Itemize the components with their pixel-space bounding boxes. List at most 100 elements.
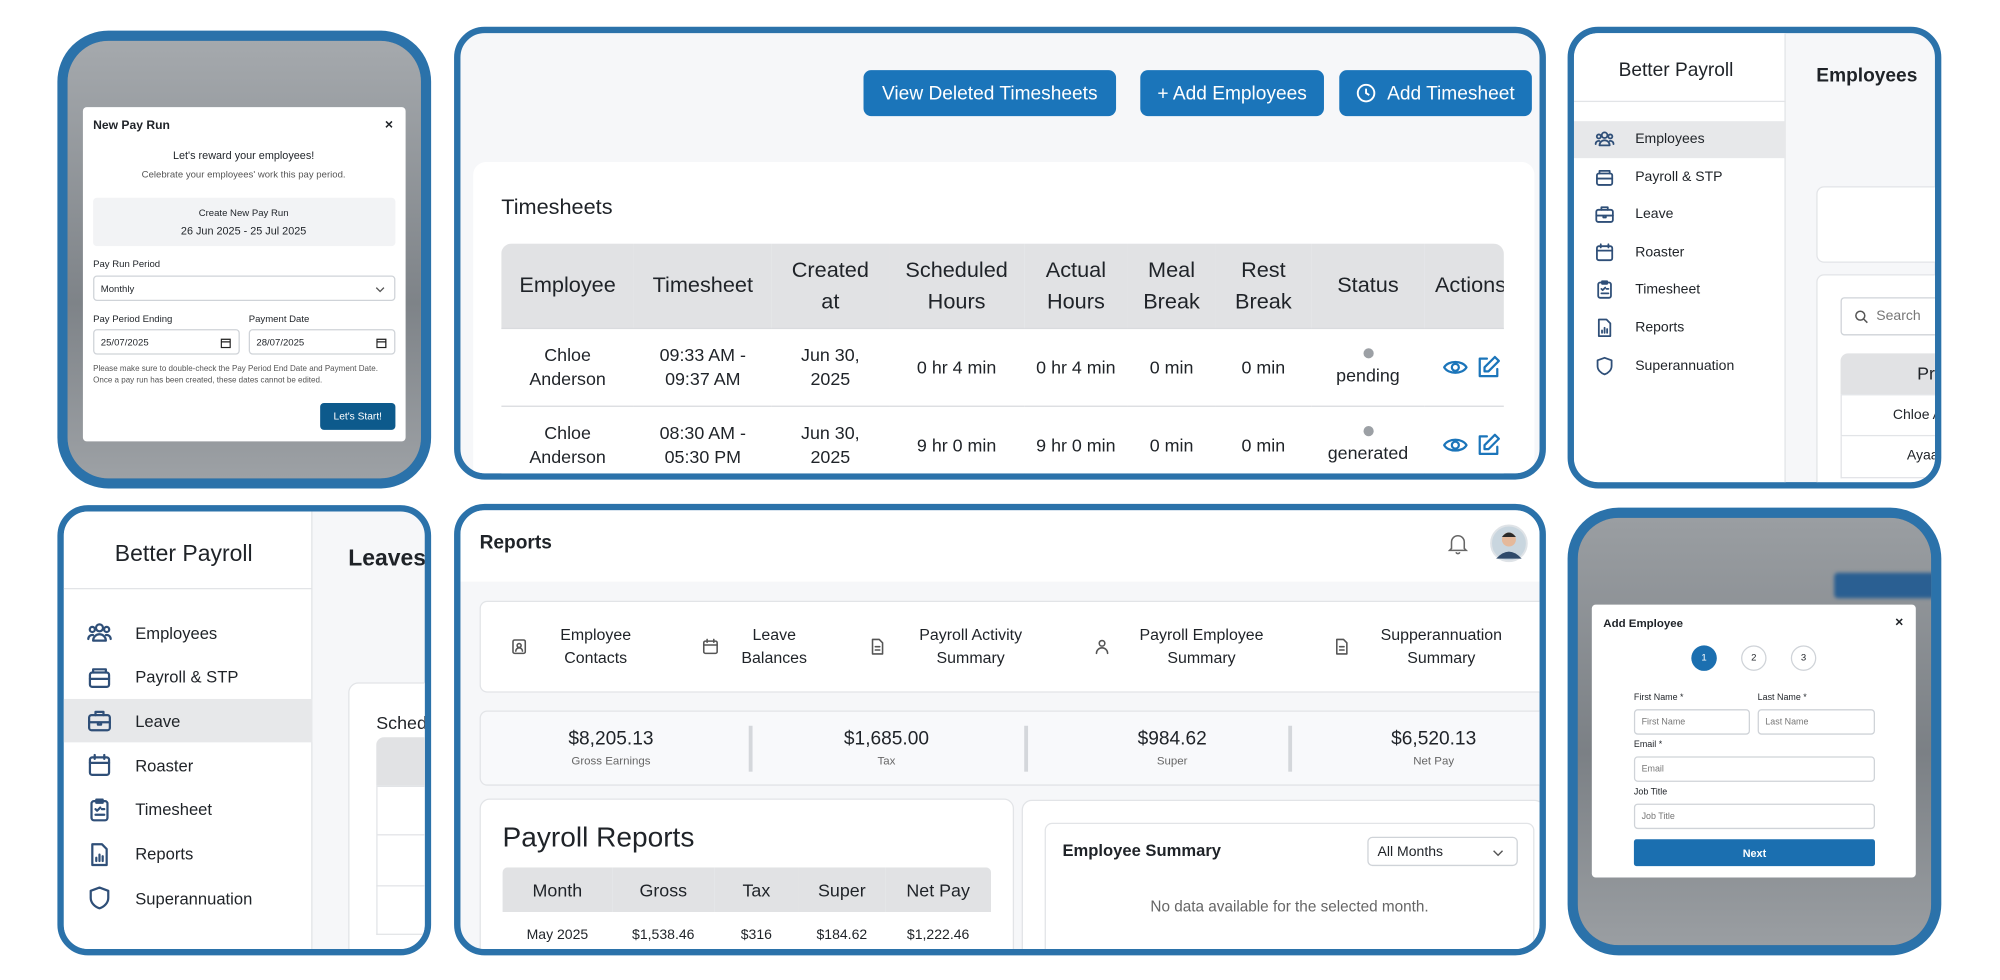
column-header: Month	[502, 867, 613, 912]
timesheets-table: Employee Timesheet Created at Scheduled Hou…	[501, 243, 1504, 474]
nav-item[interactable]: Payroll & STP	[87, 655, 239, 698]
column-header: Timesheet	[633, 243, 772, 329]
edit-icon[interactable]	[1476, 433, 1502, 459]
text-input[interactable]: Last Name	[1757, 709, 1875, 735]
text-input[interactable]: First Name	[1633, 709, 1750, 735]
stat-separator	[748, 725, 753, 772]
action-button[interactable]: Add Timesheet	[1339, 70, 1532, 117]
stat-value: $6,520.13	[1391, 727, 1477, 750]
nav-label: Leave	[1635, 206, 1674, 223]
brand: Better Payroll	[1618, 59, 1734, 82]
column-header: Gross	[612, 867, 715, 912]
employees-panel: Better Payroll Employees Search Pr Chloe…	[1567, 26, 1942, 489]
note: Please make sure to double-check the Pay…	[93, 364, 378, 385]
nav-item[interactable]: Employees	[87, 611, 217, 654]
payroll-table: Month Gross Tax Super Net Pay May 2025 $1,538.…	[502, 867, 992, 949]
edit-icon[interactable]	[1476, 355, 1502, 381]
nav-icon	[1597, 280, 1612, 300]
search-placeholder: Search	[1876, 308, 1921, 324]
header-row: Employee Timesheet Created at Scheduled Hou…	[501, 243, 1504, 329]
table-row	[376, 785, 425, 836]
clock-icon	[1357, 83, 1376, 103]
cell: $1,222.46	[906, 927, 970, 943]
search-input[interactable]: Search	[1840, 297, 1935, 336]
view-icon[interactable]	[1443, 355, 1469, 381]
stat-value: $8,205.13	[568, 727, 654, 750]
nav-item[interactable]: Superannuation	[87, 877, 253, 920]
nav-item[interactable]: Employees	[1594, 121, 1705, 158]
bell-icon[interactable]	[1447, 532, 1469, 555]
page-title: Reports	[479, 531, 552, 554]
table-row: May 2025 $1,538.46 $316 $184.62 $1,222.46	[503, 912, 992, 949]
cell: 09:33 AM - 09:37 AM	[633, 327, 772, 407]
date-input[interactable]: 25/07/2025	[93, 329, 240, 355]
cell: 0 min	[1215, 327, 1312, 407]
card	[348, 682, 425, 949]
nav-item[interactable]: Timesheet	[87, 788, 212, 831]
close-button[interactable]: ×	[384, 117, 394, 133]
date-input[interactable]: 28/07/2025	[248, 329, 396, 355]
sidebar	[1573, 33, 1786, 483]
close-button[interactable]: ×	[1895, 614, 1904, 631]
period-select[interactable]: Monthly	[93, 275, 396, 302]
report-tab[interactable]: Employee Contacts	[560, 626, 632, 668]
report-tab[interactable]: Supperannuation Summary	[1380, 626, 1503, 668]
field-label: Payment Date	[248, 313, 310, 325]
month-filter[interactable]: All Months	[1367, 836, 1518, 867]
nav-icon	[87, 623, 112, 642]
nav-item[interactable]: Payroll & STP	[1594, 158, 1723, 195]
nav-label: Employees	[135, 623, 218, 643]
avatar[interactable]	[1490, 524, 1528, 563]
nav-item[interactable]: Roaster	[87, 744, 194, 787]
table-row	[1840, 436, 1935, 479]
table-row	[376, 835, 425, 887]
column-header: Net Pay	[885, 867, 992, 912]
action-button[interactable]: View Deleted Timesheets	[863, 70, 1117, 117]
start-button[interactable]: Let's Start!	[320, 403, 396, 430]
cell: Ayaa	[1906, 448, 1939, 464]
nav-icon	[1596, 243, 1614, 261]
view-icon[interactable]	[1443, 433, 1469, 459]
column-header: Meal Break	[1127, 243, 1216, 329]
nav-item[interactable]: Leave	[87, 699, 180, 742]
stat-label: Tax	[877, 754, 896, 768]
table-clip: Employee Timesheet Created at Scheduled Hou…	[501, 243, 1504, 474]
text-input[interactable]: Job Title	[1633, 803, 1875, 830]
divider	[1573, 100, 1786, 103]
nav-label: Roaster	[135, 755, 194, 775]
cell: $316	[740, 927, 772, 943]
divider	[63, 588, 313, 590]
chevron-icon	[1493, 850, 1504, 857]
cell: $184.62	[816, 927, 868, 943]
nav-item[interactable]: Roaster	[1594, 234, 1684, 271]
cell: Chloe A	[1892, 407, 1942, 423]
cell: pending	[1311, 327, 1425, 407]
nav-label: Superannuation	[1635, 357, 1735, 374]
nav-item[interactable]: Reports	[1594, 309, 1684, 346]
report-tab[interactable]: Leave Balances	[741, 626, 808, 668]
nav-item[interactable]: Leave	[1594, 196, 1673, 233]
report-tab[interactable]: Payroll Activity Summary	[919, 626, 1023, 668]
nav-item[interactable]: Superannuation	[1594, 347, 1734, 384]
date-value: 25/07/2025	[100, 336, 149, 348]
nav-label: Reports	[1635, 320, 1685, 336]
report-tab[interactable]: Payroll Employee Summary	[1139, 626, 1264, 668]
action-button[interactable]: + Add Employees	[1140, 70, 1324, 117]
nav-label: Timesheet	[135, 800, 213, 820]
nav-icon	[91, 842, 108, 866]
stats-card	[479, 710, 1540, 786]
step-indicator: 3	[1790, 645, 1817, 671]
stat-value: $984.62	[1137, 727, 1207, 750]
nav-icon	[1596, 169, 1614, 186]
next-button[interactable]: Next	[1633, 839, 1875, 867]
calendar-icon	[376, 338, 387, 349]
nav-item[interactable]: Timesheet	[1594, 272, 1700, 309]
column-header: Created at	[771, 243, 890, 329]
text-input[interactable]: Email	[1633, 756, 1875, 782]
nav-item[interactable]: Reports	[87, 832, 193, 875]
input-placeholder: Job Title	[1641, 811, 1675, 821]
tab-icon	[1336, 638, 1348, 655]
card	[1816, 186, 1935, 263]
field-label: Last Name *	[1757, 693, 1807, 703]
